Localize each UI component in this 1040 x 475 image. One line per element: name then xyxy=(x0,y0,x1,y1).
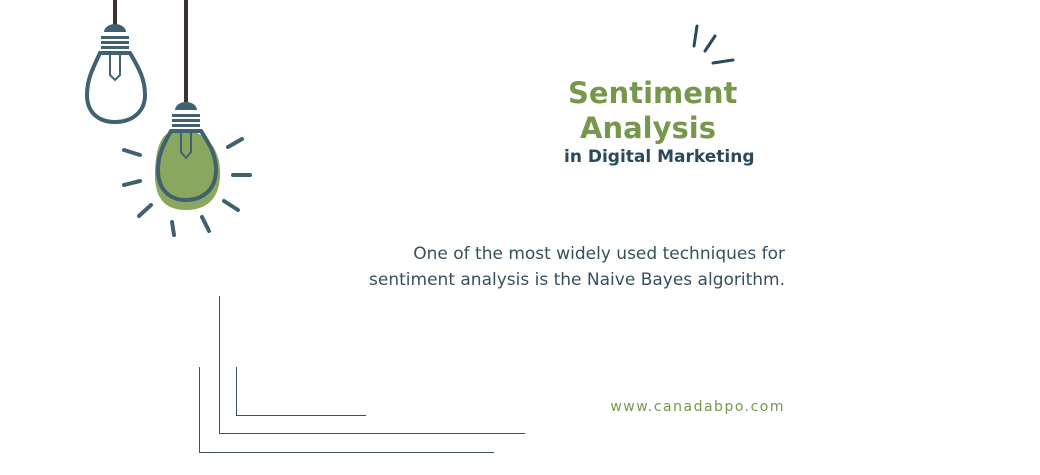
website-link[interactable]: www.canadabpo.com xyxy=(610,399,785,415)
subtitle: in Digital Marketing xyxy=(564,147,755,167)
title-line-2: Analysis xyxy=(580,111,716,145)
title-line-1: Sentiment xyxy=(568,76,738,110)
light-bulb-icon xyxy=(84,0,252,237)
glowing-light-bulb-icon xyxy=(122,102,252,237)
sparkle-lines-icon xyxy=(692,24,735,65)
body-text: One of the most widely used techniques f… xyxy=(369,244,785,290)
